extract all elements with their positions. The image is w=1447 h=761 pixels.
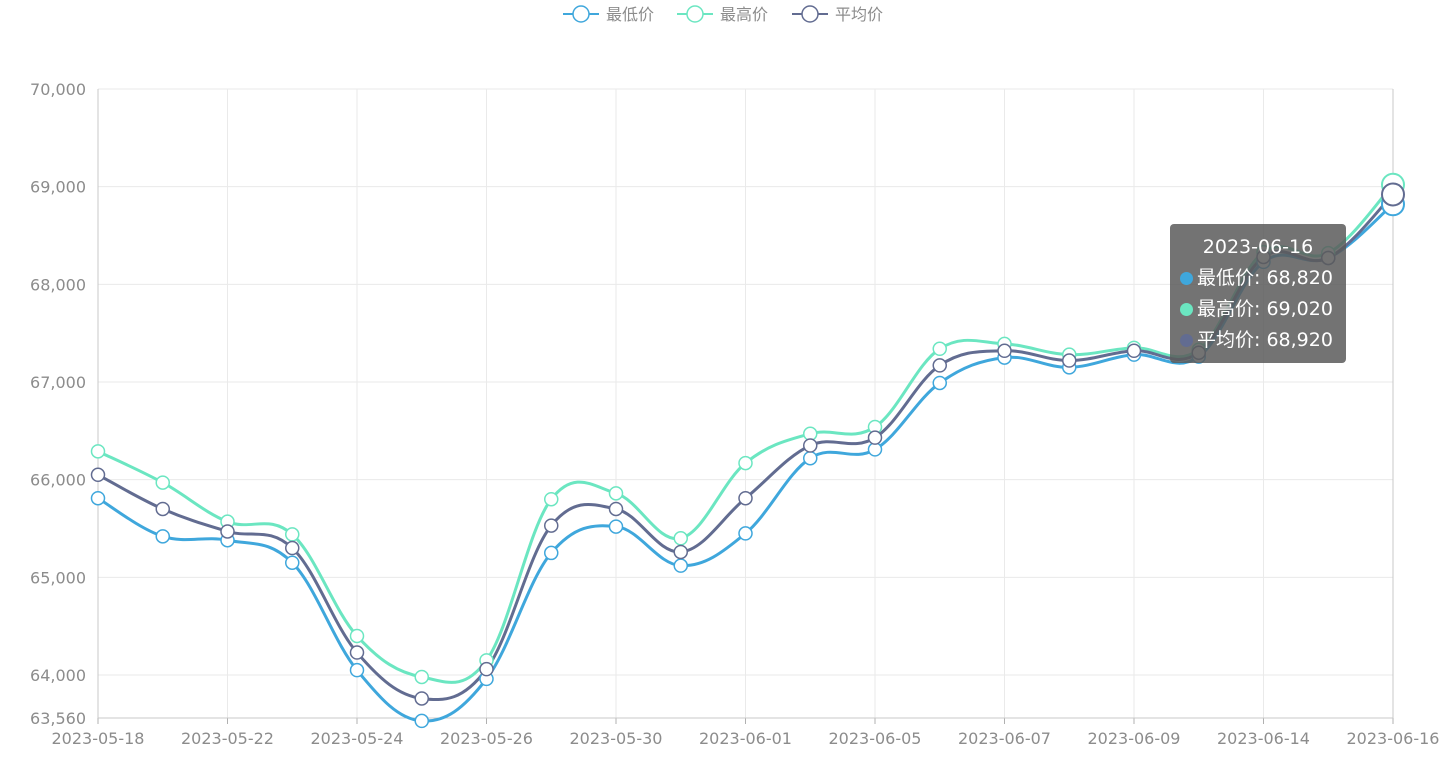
tooltip-row-avg: 平均价: 68,920 — [1180, 325, 1336, 356]
data-point[interactable] — [932, 341, 947, 357]
data-point[interactable] — [349, 662, 365, 678]
legend-label: 最高价 — [720, 5, 768, 24]
y-tick-label: 68,000 — [30, 275, 86, 294]
data-point[interactable] — [544, 545, 559, 561]
tooltip: 2023-06-16 最低价: 68,820 最高价: 69,020 平均价: … — [1170, 224, 1346, 363]
data-point[interactable] — [673, 558, 688, 573]
grid — [97, 88, 1394, 719]
data-point[interactable] — [997, 343, 1012, 359]
data-point[interactable] — [1062, 353, 1077, 368]
x-tick-label: 2023-05-24 — [311, 729, 404, 748]
tooltip-avg-label: 平均价: 68,920 — [1197, 329, 1333, 351]
data-point[interactable] — [349, 628, 365, 644]
low-series-dot-icon — [1180, 272, 1193, 285]
data-point[interactable] — [479, 661, 494, 677]
data-point[interactable] — [90, 444, 106, 459]
legend-marker-icon — [801, 5, 819, 23]
legend-label: 平均价 — [835, 5, 883, 24]
x-tick-label: 2023-06-07 — [958, 729, 1051, 748]
data-point[interactable] — [608, 519, 624, 534]
legend-item-2[interactable]: 平均价 — [792, 5, 883, 24]
data-point[interactable] — [544, 491, 559, 507]
tooltip-row-high: 最高价: 69,020 — [1180, 294, 1336, 325]
y-tick-label: 67,000 — [30, 373, 86, 392]
tooltip-title: 2023-06-16 — [1202, 236, 1314, 258]
data-point[interactable] — [285, 527, 300, 542]
legend[interactable]: 最低价 最高价 平均价 — [563, 5, 883, 24]
data-point[interactable] — [285, 540, 300, 556]
x-tick-label: 2023-06-05 — [829, 729, 922, 748]
data-point[interactable] — [285, 555, 300, 570]
avg-series-dot-icon — [1180, 334, 1193, 347]
y-tick-label: 70,000 — [30, 80, 86, 99]
y-tick-label: 64,000 — [30, 666, 86, 685]
x-tick-label: 2023-05-26 — [440, 729, 533, 748]
data-point[interactable] — [673, 531, 688, 546]
y-tick-label: 65,000 — [30, 568, 86, 587]
y-axis: 70,000 69,000 68,000 67,000 66,000 65,000 64,0… — [30, 80, 1394, 728]
data-point[interactable] — [1381, 182, 1405, 207]
legend-item-0[interactable]: 最低价 — [563, 5, 654, 24]
data-point[interactable] — [155, 501, 170, 517]
x-axis: 2023-05-18 2023-05-22 2023-05-24 2023-05-26… — [52, 717, 1440, 748]
data-point[interactable] — [608, 501, 624, 517]
data-point[interactable] — [155, 475, 170, 490]
data-point[interactable] — [414, 669, 429, 685]
x-tick-label: 2023-05-22 — [181, 729, 274, 748]
data-point[interactable] — [867, 430, 883, 445]
x-tick-label: 2023-05-18 — [52, 729, 145, 748]
x-tick-label: 2023-05-30 — [570, 729, 663, 748]
data-point[interactable] — [803, 438, 818, 453]
data-point[interactable] — [673, 544, 688, 560]
data-point[interactable] — [932, 358, 947, 373]
data-point[interactable] — [155, 529, 170, 544]
legend-label: 最低价 — [606, 5, 654, 24]
data-point[interactable] — [414, 713, 429, 729]
data-point[interactable] — [738, 455, 753, 471]
data-point[interactable] — [414, 691, 429, 706]
data-point[interactable] — [1126, 343, 1142, 359]
x-tick-label: 2023-06-16 — [1347, 729, 1440, 748]
data-point[interactable] — [90, 467, 106, 483]
x-tick-label: 2023-06-14 — [1217, 729, 1310, 748]
tooltip-high-label: 最高价: 69,020 — [1197, 298, 1333, 320]
legend-marker-icon — [572, 5, 590, 23]
data-point[interactable] — [544, 518, 559, 533]
tooltip-low-label: 最低价: 68,820 — [1197, 267, 1333, 289]
data-point[interactable] — [90, 490, 106, 506]
data-point[interactable] — [738, 526, 753, 541]
data-point[interactable] — [803, 450, 818, 466]
legend-marker-icon — [686, 5, 704, 23]
data-point[interactable] — [608, 486, 624, 501]
high-series-dot-icon — [1180, 303, 1193, 316]
tooltip-row-low: 最低价: 68,820 — [1180, 263, 1336, 294]
data-point[interactable] — [349, 645, 365, 660]
y-tick-label: 69,000 — [30, 178, 86, 197]
legend-item-1[interactable]: 最高价 — [677, 5, 768, 24]
x-tick-label: 2023-06-09 — [1088, 729, 1181, 748]
x-tick-label: 2023-06-01 — [699, 729, 792, 748]
y-tick-label: 63,560 — [30, 709, 86, 728]
data-point[interactable] — [932, 375, 947, 391]
data-point[interactable] — [738, 490, 753, 506]
y-tick-label: 66,000 — [30, 471, 86, 490]
data-point[interactable] — [220, 524, 235, 539]
